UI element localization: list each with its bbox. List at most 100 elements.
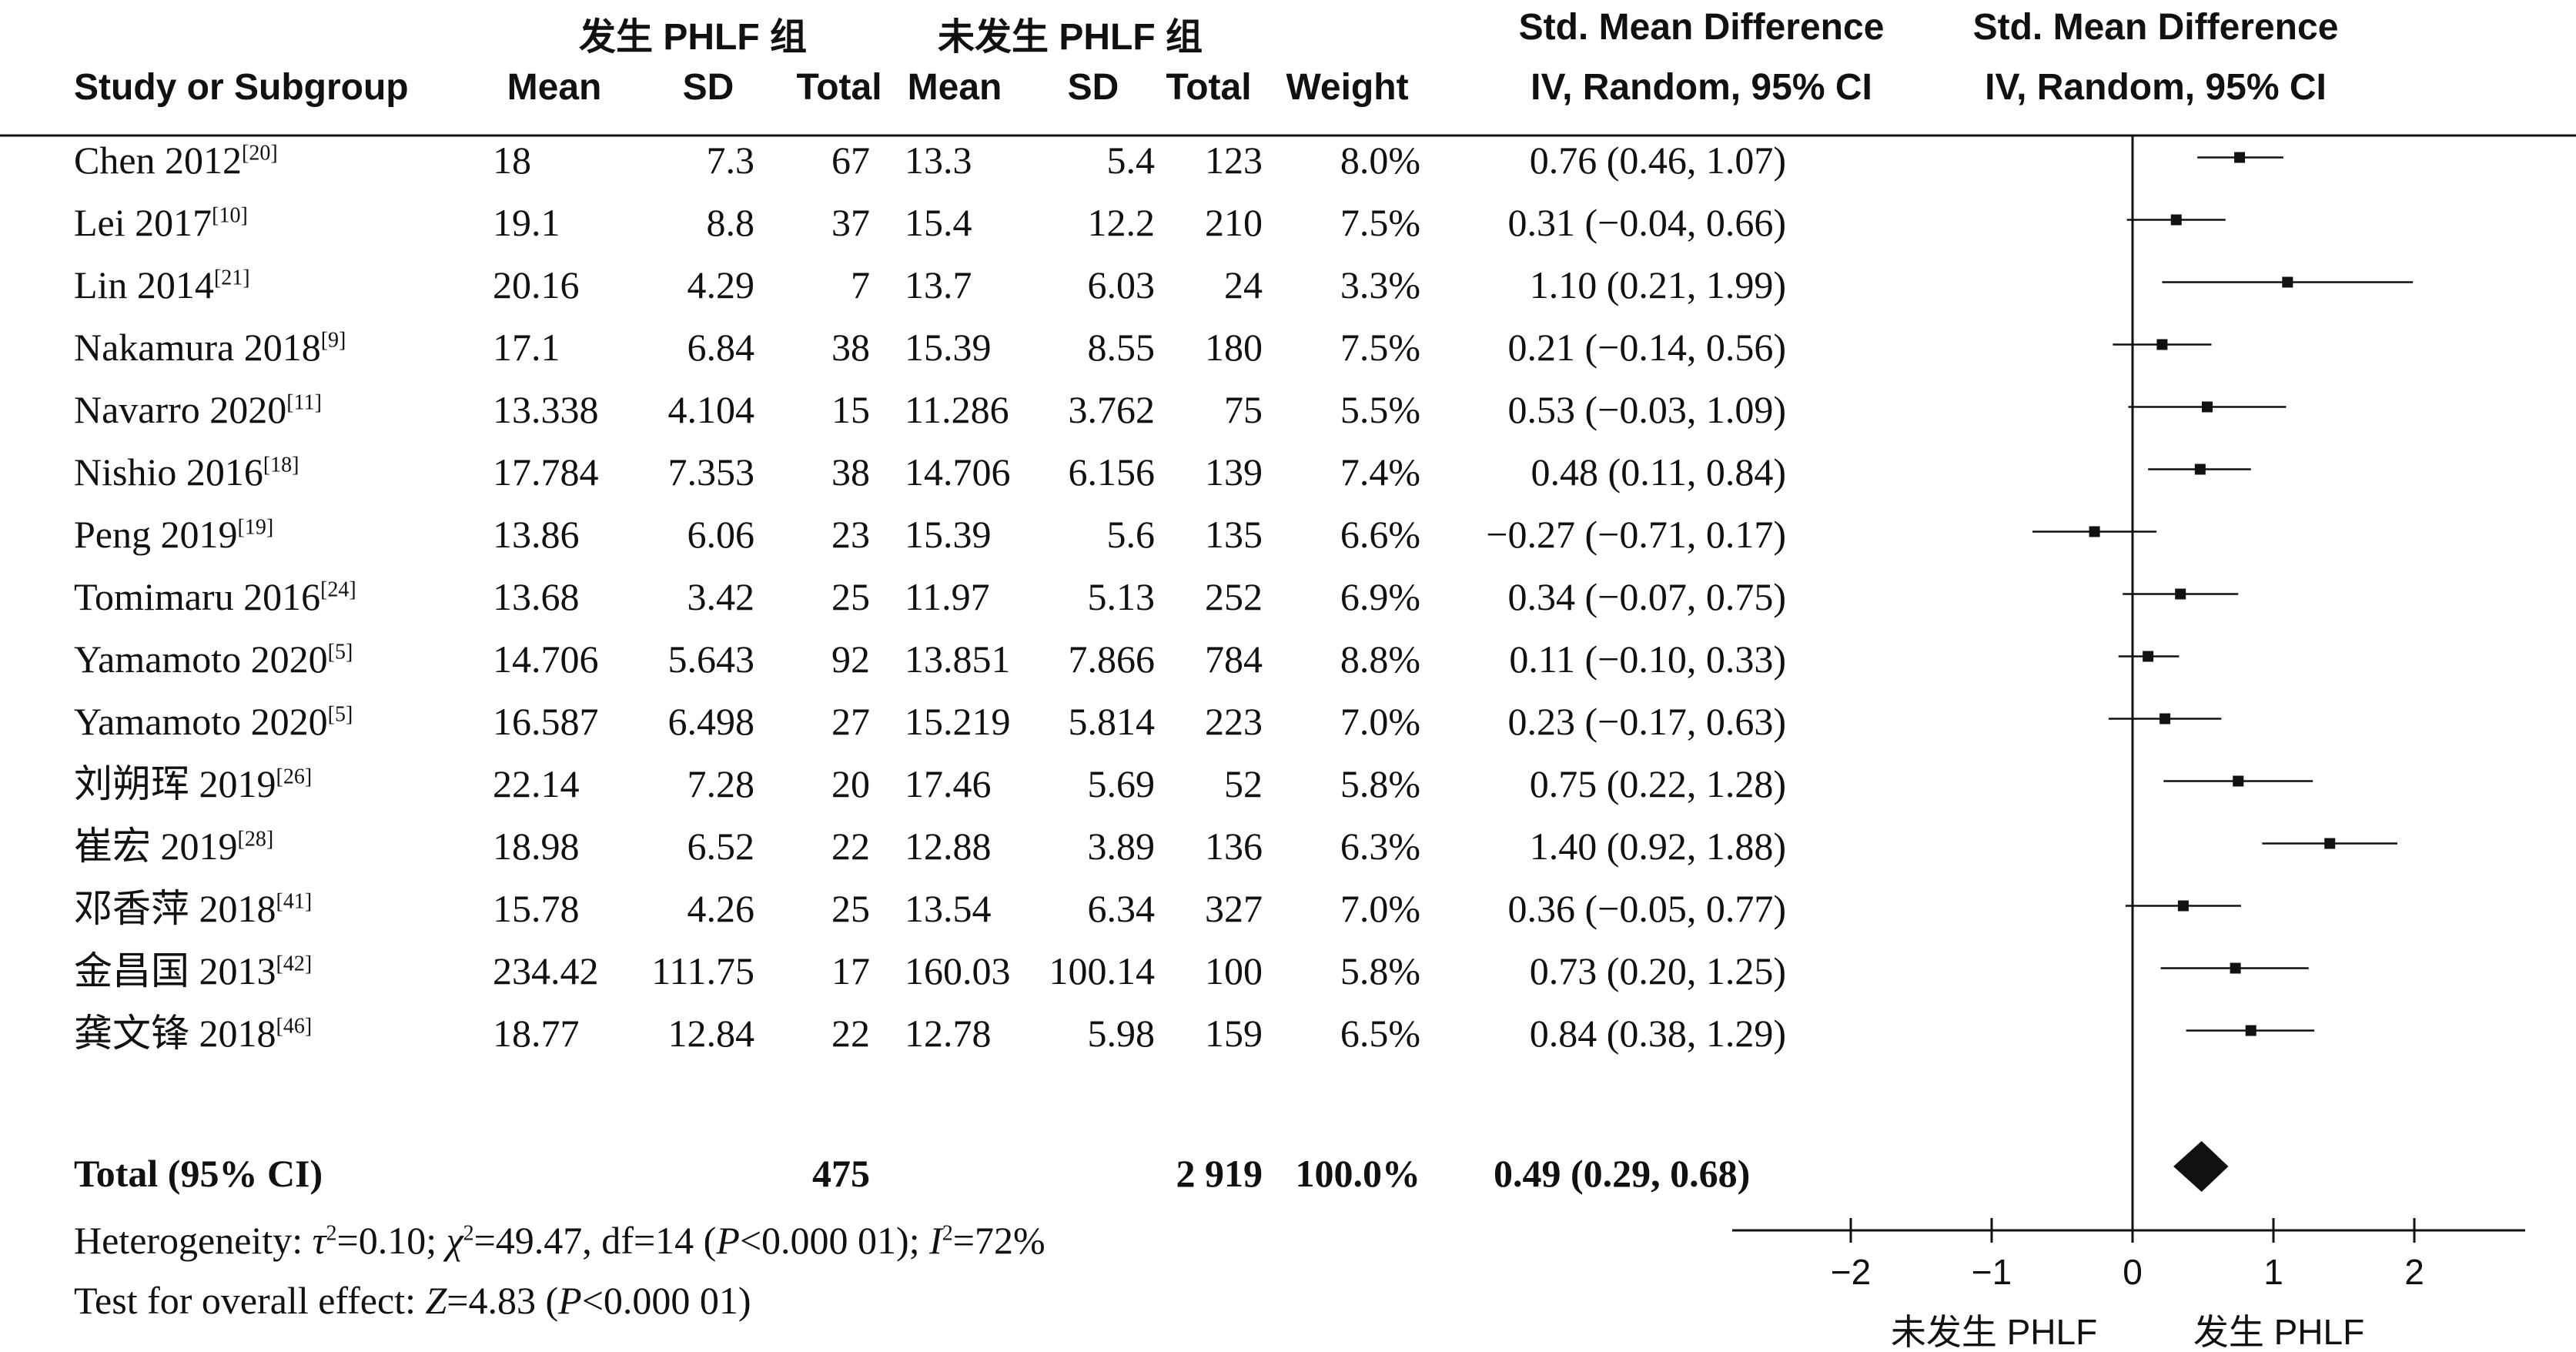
x-tick-label: −1 xyxy=(1972,1252,2012,1292)
smd-ci-text: 0.23 (−0.17, 0.63) xyxy=(1507,700,1787,743)
no-event-total: 327 xyxy=(1205,887,1263,930)
weight: 7.4% xyxy=(1340,450,1420,494)
no-event-total: 52 xyxy=(1224,762,1263,805)
event-total: 67 xyxy=(831,139,870,182)
study-point xyxy=(2282,276,2293,288)
study-name: 崔宏 2019[28] xyxy=(74,825,274,868)
no-event-sd: 5.13 xyxy=(1087,575,1156,618)
event-mean: 13.68 xyxy=(493,575,580,618)
study-name: 刘朔珲 2019[26] xyxy=(74,762,313,805)
event-total: 37 xyxy=(831,201,870,244)
study-name: Navarro 2020[11] xyxy=(74,388,322,431)
study-point xyxy=(2233,775,2244,787)
study-point xyxy=(2201,401,2213,413)
no-event-total: 252 xyxy=(1205,575,1263,618)
no-event-sd: 3.89 xyxy=(1087,825,1156,868)
no-event-sd: 5.6 xyxy=(1106,513,1156,556)
event-group-title: 发生 PHLF 组 xyxy=(579,17,807,58)
study-name: Lin 2014[21] xyxy=(74,263,250,306)
event-mean: 18 xyxy=(493,139,531,182)
study-point xyxy=(2159,713,2171,725)
x-tick-label: −2 xyxy=(1831,1252,1871,1292)
no-event-sd: 12.2 xyxy=(1087,201,1156,244)
no-event-mean: 11.286 xyxy=(905,388,1009,431)
event-mean-header: Mean xyxy=(507,67,602,108)
smd-ci-column-subtitle: IV, Random, 95% CI xyxy=(1531,67,1872,108)
no-event-total-header: Total xyxy=(1166,67,1252,108)
event-total: 20 xyxy=(831,762,870,805)
no-event-total: 123 xyxy=(1205,139,1263,182)
weight: 8.8% xyxy=(1340,638,1420,681)
study-point xyxy=(2194,463,2206,475)
smd-ci-text: 1.10 (0.21, 1.99) xyxy=(1529,263,1786,306)
no-event-sd-header: SD xyxy=(1067,67,1119,108)
favours-right-label: 发生 PHLF xyxy=(2193,1312,2364,1352)
event-sd: 5.643 xyxy=(667,638,755,681)
weight: 7.5% xyxy=(1340,201,1420,244)
study-point xyxy=(2245,1025,2257,1036)
total-weight: 100.0% xyxy=(1295,1152,1421,1195)
smd-ci-text: 0.48 (0.11, 0.84) xyxy=(1531,450,1786,494)
total-no-event-n: 2 919 xyxy=(1176,1152,1263,1195)
no-event-sd: 5.69 xyxy=(1087,762,1156,805)
weight: 6.9% xyxy=(1340,575,1420,618)
no-event-mean: 14.706 xyxy=(905,450,1011,494)
event-total: 22 xyxy=(831,1012,870,1055)
weight: 7.0% xyxy=(1340,700,1420,743)
no-event-sd: 5.98 xyxy=(1087,1012,1156,1055)
event-mean: 13.338 xyxy=(493,388,599,431)
no-event-total: 135 xyxy=(1205,513,1263,556)
event-mean: 22.14 xyxy=(493,762,580,805)
study-row: Nakamura 2018[9] 17.1 6.84 38 15.39 8.55 180 7.… xyxy=(0,316,1863,379)
study-name: Tomimaru 2016[24] xyxy=(74,575,356,618)
event-sd: 8.8 xyxy=(706,201,755,244)
x-tick-label: 1 xyxy=(2263,1252,2283,1292)
no-event-total: 75 xyxy=(1224,388,1263,431)
weight: 3.3% xyxy=(1340,263,1420,306)
no-event-sd: 7.866 xyxy=(1068,638,1156,681)
study-name: Peng 2019[19] xyxy=(74,513,274,556)
no-event-total: 24 xyxy=(1224,263,1263,306)
study-row: Navarro 2020[11] 13.338 4.104 15 11.286 3.762… xyxy=(0,379,1863,441)
overall-effect-note: Test for overall effect: Z=4.83 (P<0.000… xyxy=(74,1279,751,1322)
study-row: Yamamoto 2020[5] 14.706 5.643 92 13.851 7.866… xyxy=(0,628,1863,691)
weight: 5.5% xyxy=(1340,388,1420,431)
event-mean: 234.42 xyxy=(493,949,599,992)
event-sd: 3.42 xyxy=(687,575,755,618)
event-total-header: Total xyxy=(796,67,882,108)
weight: 6.6% xyxy=(1340,513,1420,556)
study-row: 刘朔珲 2019[26] 22.14 7.28 20 17.46 5.69 52 5.8% 0.… xyxy=(0,753,1863,815)
smd-plot-column-subtitle: IV, Random, 95% CI xyxy=(1985,67,2327,108)
event-total: 22 xyxy=(831,825,870,868)
study-name: Chen 2012[20] xyxy=(74,139,278,182)
no-event-mean: 13.7 xyxy=(905,263,972,306)
event-total: 38 xyxy=(831,326,870,369)
event-sd: 4.104 xyxy=(667,388,755,431)
smd-ci-text: 0.11 (−0.10, 0.33) xyxy=(1509,638,1786,681)
study-name: Lei 2017[10] xyxy=(74,201,248,244)
smd-plot-column-title: Std. Mean Difference xyxy=(1972,7,2339,48)
study-rows: Chen 2012[20] 18 7.3 67 13.3 5.4 123 8.0% 0.76 (… xyxy=(0,129,1863,1065)
study-name: Nakamura 2018[9] xyxy=(74,326,346,369)
no-event-mean: 15.39 xyxy=(905,513,992,556)
event-total: 23 xyxy=(831,513,870,556)
study-name: Yamamoto 2020[5] xyxy=(74,700,353,743)
event-sd-header: SD xyxy=(682,67,734,108)
no-event-total: 223 xyxy=(1205,700,1263,743)
event-sd: 6.84 xyxy=(687,326,755,369)
event-total: 25 xyxy=(831,575,870,618)
event-total: 7 xyxy=(851,263,870,306)
study-name: 邓香萍 2018[41] xyxy=(74,887,313,930)
no-event-mean: 160.03 xyxy=(905,949,1011,992)
no-event-mean: 15.39 xyxy=(905,326,992,369)
event-sd: 6.52 xyxy=(687,825,755,868)
event-total: 25 xyxy=(831,887,870,930)
pooled-diamond xyxy=(2173,1141,2229,1192)
x-tick-label: 0 xyxy=(2123,1252,2143,1292)
study-name: 龚文锋 2018[46] xyxy=(74,1012,313,1055)
study-name: Yamamoto 2020[5] xyxy=(74,638,353,681)
no-event-mean: 12.88 xyxy=(905,825,992,868)
weight: 6.5% xyxy=(1340,1012,1420,1055)
